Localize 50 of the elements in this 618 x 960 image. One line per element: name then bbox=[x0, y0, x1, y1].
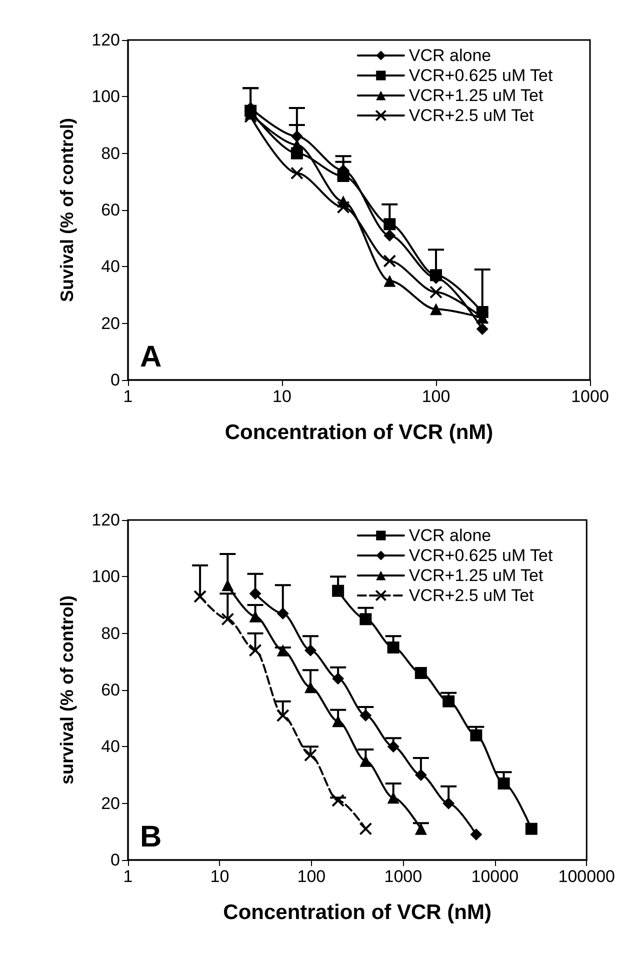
x-tick-label: 10 bbox=[272, 387, 292, 406]
legend-label: VCR alone bbox=[408, 46, 492, 65]
y-tick-label: 60 bbox=[101, 200, 120, 220]
x-tick-label: 10000 bbox=[471, 867, 519, 886]
legend-label: VCR+2.5 uM Tet bbox=[408, 586, 534, 605]
x-tick-label: 100000 bbox=[558, 867, 616, 886]
point bbox=[383, 254, 396, 268]
y-tick-label: 120 bbox=[92, 30, 120, 50]
point bbox=[384, 230, 396, 242]
legend-label: VCR+0.625 uM Tet bbox=[408, 546, 553, 565]
y-tick-label: 100 bbox=[92, 567, 120, 586]
x-axis-title: Concentration of VCR (nM) bbox=[223, 901, 492, 924]
annotation: B bbox=[140, 820, 162, 854]
x-tick-label: 1000 bbox=[571, 387, 609, 406]
x-tick-label: 100 bbox=[297, 867, 326, 886]
y-tick-label: 80 bbox=[101, 144, 120, 163]
x-axis-title: Concentration of VCR (nM) bbox=[224, 421, 494, 444]
y-axis-title: survival (% of control) bbox=[57, 595, 77, 785]
y-tick-label: 40 bbox=[101, 737, 120, 756]
x-tick-label: 100 bbox=[422, 387, 450, 406]
x-tick-label: 10 bbox=[210, 867, 230, 886]
point bbox=[290, 130, 303, 142]
point bbox=[244, 110, 258, 123]
y-tick-label: 60 bbox=[101, 680, 120, 700]
point bbox=[430, 303, 442, 316]
legend-label: VCR alone bbox=[408, 526, 492, 545]
legend-label: VCR+1.25 uM Tet bbox=[408, 566, 544, 585]
y-tick-label: 120 bbox=[92, 510, 120, 530]
legend-label: VCR+2.5 uM Tet bbox=[408, 106, 534, 125]
point bbox=[384, 218, 396, 230]
x-tick-label: 1 bbox=[123, 867, 133, 886]
point bbox=[290, 166, 304, 180]
y-tick-label: 0 bbox=[110, 370, 120, 390]
annotation: A bbox=[140, 340, 162, 374]
point bbox=[430, 286, 442, 299]
point bbox=[476, 323, 488, 335]
point bbox=[384, 274, 396, 287]
point bbox=[336, 200, 350, 214]
y-tick-label: 20 bbox=[101, 794, 120, 813]
y-tick-label: 80 bbox=[101, 624, 120, 643]
legend-label: VCR+0.625 uM Tet bbox=[408, 66, 553, 85]
y-tick-label: 100 bbox=[92, 87, 120, 106]
x-tick-label: 1 bbox=[123, 387, 133, 406]
legend-label: VCR+1.25 uM Tet bbox=[408, 86, 544, 105]
x-tick-label: 1000 bbox=[384, 867, 422, 886]
y-tick-label: 20 bbox=[101, 314, 120, 333]
y-axis-title: Suvival (% of control) bbox=[57, 118, 77, 302]
y-tick-label: 0 bbox=[110, 850, 120, 870]
y-tick-label: 40 bbox=[101, 257, 120, 276]
point bbox=[337, 170, 350, 182]
